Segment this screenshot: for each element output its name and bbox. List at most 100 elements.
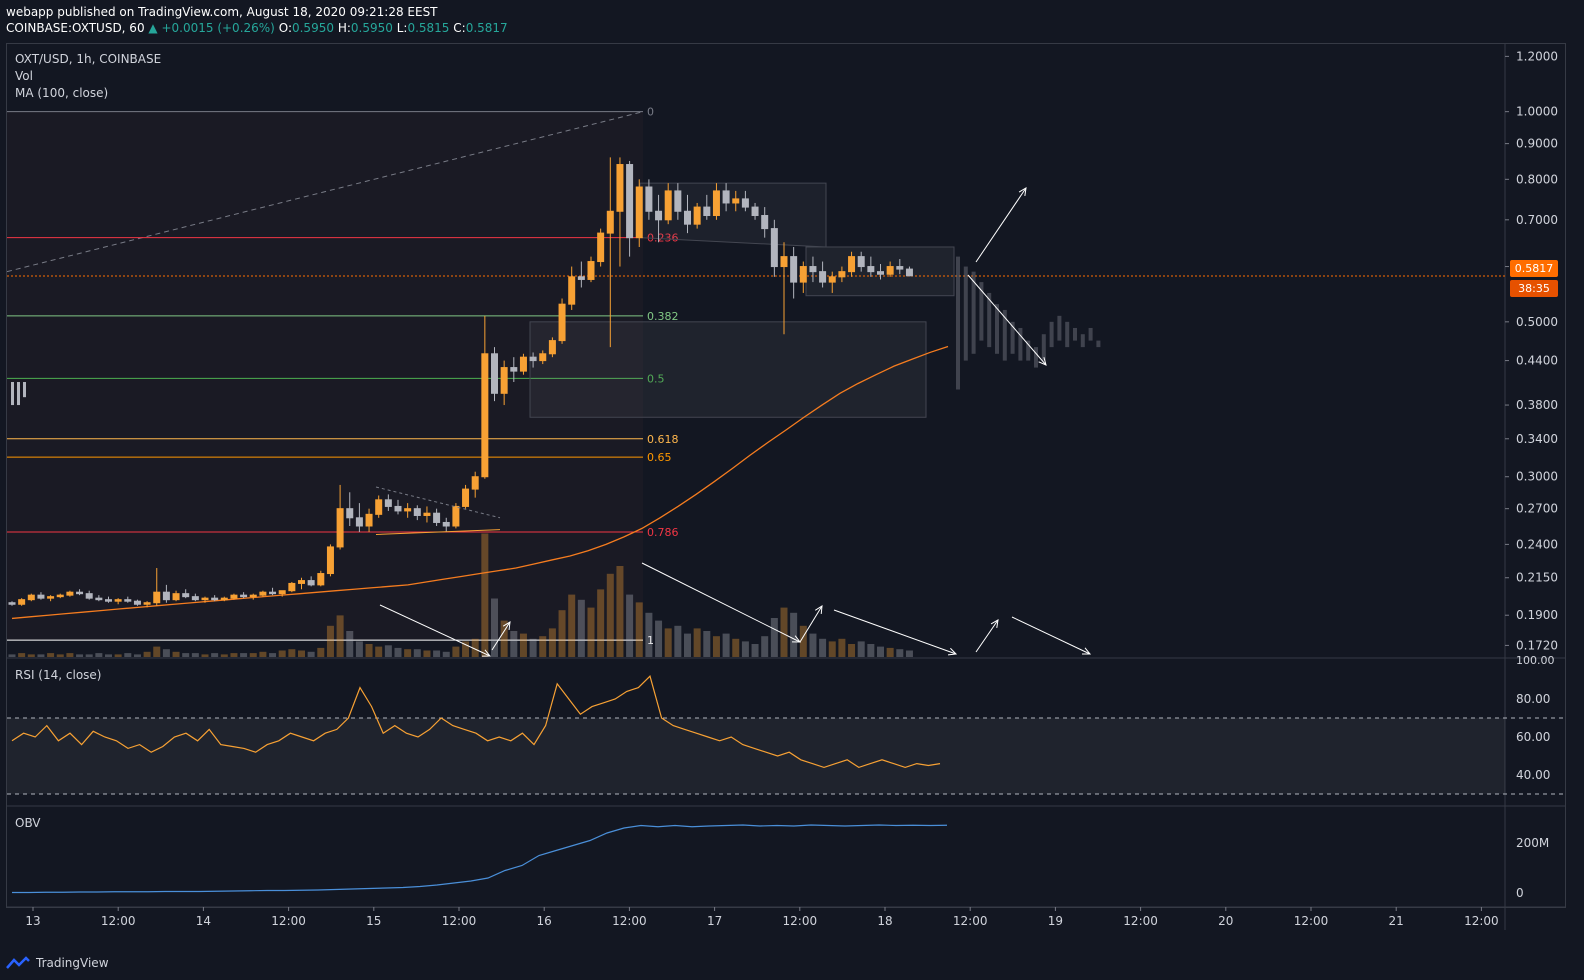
- time-tick-label: 17: [707, 914, 722, 928]
- annotation-arrow: [975, 187, 1027, 263]
- edge-candle: [23, 382, 26, 398]
- candle-body: [693, 206, 701, 225]
- volume-bar: [37, 654, 45, 657]
- tradingview-logo-icon: [6, 956, 30, 969]
- time-tick-label: 12:00: [1294, 914, 1329, 928]
- candle-body: [269, 591, 277, 595]
- annotation-arrowhead: [481, 649, 492, 657]
- candle-body: [288, 582, 296, 592]
- volume-bar: [56, 654, 64, 657]
- vol-legend: Vol: [15, 69, 33, 83]
- ma-line: [11, 345, 949, 620]
- open-label: O:: [278, 21, 292, 35]
- candle-body: [684, 210, 691, 225]
- volume-bar: [626, 594, 634, 657]
- candle-body: [491, 353, 498, 394]
- candle-body: [172, 593, 180, 601]
- time-tick-label: 12:00: [783, 914, 818, 928]
- projection-bar: [1002, 309, 1007, 361]
- candle-body: [635, 186, 643, 239]
- low-label: L:: [396, 21, 408, 35]
- fib-trendline: [6, 111, 644, 273]
- time-tick-label: 12:00: [1464, 914, 1499, 928]
- candle-body: [577, 276, 585, 280]
- last-price-tag: 0.5817: [1510, 260, 1558, 277]
- annotation-arrowhead: [947, 647, 958, 656]
- edge-candle: [11, 382, 14, 406]
- price-tick-label: 1.0000: [1516, 105, 1558, 119]
- candle-body: [384, 499, 392, 507]
- price-tick-label: 0.5000: [1516, 315, 1558, 329]
- candle-body: [751, 206, 759, 217]
- triangle-line: [375, 529, 501, 535]
- volume-bar: [790, 612, 798, 657]
- candle-body: [471, 476, 479, 490]
- candle-body: [780, 256, 788, 268]
- price-tick-label: 0.2400: [1516, 537, 1558, 551]
- volume-bar: [317, 647, 325, 657]
- annotation-arrowhead: [502, 621, 511, 631]
- volume-bar: [548, 628, 556, 657]
- projection-bar: [1065, 321, 1070, 348]
- candle-body: [298, 580, 305, 584]
- projection-bar: [1080, 334, 1085, 348]
- volume-bar: [905, 650, 913, 657]
- candle-body: [433, 512, 441, 523]
- volume-bar: [558, 610, 566, 657]
- volume-bar: [95, 653, 103, 657]
- candle-body: [404, 508, 412, 512]
- chart-header: webapp published on TradingView.com, Aug…: [6, 4, 508, 36]
- volume-bar: [577, 599, 585, 657]
- volume-bar: [240, 653, 248, 657]
- volume-bar: [288, 649, 296, 657]
- time-tick-label: 19: [1048, 914, 1063, 928]
- candle-body: [452, 505, 460, 527]
- symbol-line: COINBASE:OXTUSD, 60 ▲ +0.0015 (+0.26%) O…: [6, 20, 508, 36]
- time-tick-label: 14: [196, 914, 211, 928]
- candle-body: [143, 602, 151, 605]
- price-tick-label: 0.8000: [1516, 172, 1558, 186]
- candle-body: [114, 599, 122, 602]
- candle-body: [182, 593, 190, 598]
- volume-bar: [761, 636, 769, 657]
- volume-bar: [655, 620, 663, 657]
- time-tick-label: 18: [877, 914, 892, 928]
- volume-bar: [211, 653, 219, 657]
- volume-bar: [886, 647, 894, 657]
- price-tick-label: 0.3800: [1516, 398, 1558, 412]
- volume-bar: [191, 653, 199, 657]
- volume-bar: [365, 644, 373, 657]
- candle-body: [587, 261, 595, 280]
- time-tick-label: 12:00: [953, 914, 988, 928]
- projection-bar: [1096, 340, 1101, 348]
- fib-zone: [7, 111, 643, 641]
- volume-bar: [510, 631, 518, 657]
- volume-bar: [346, 631, 354, 657]
- publisher-line: webapp published on TradingView.com, Aug…: [6, 5, 438, 19]
- volume-bar: [133, 654, 141, 657]
- volume-bar: [867, 644, 875, 657]
- volume-bar: [172, 651, 180, 657]
- projection-bar: [1010, 321, 1015, 354]
- candle-body: [674, 190, 682, 212]
- candle-body: [211, 597, 219, 601]
- tradingview-logo[interactable]: TradingView: [6, 956, 109, 970]
- volume-bar: [741, 641, 749, 657]
- rsi-legend: RSI (14, close): [15, 668, 102, 682]
- main-legend: OXT/USD, 1h, COINBASE Vol MA (100, close…: [15, 51, 161, 102]
- volume-bar: [491, 598, 498, 657]
- price-tick-label: 0.1900: [1516, 608, 1558, 622]
- volume-bar: [326, 625, 334, 657]
- volume-bar: [66, 653, 74, 657]
- candle-body: [462, 488, 470, 507]
- candle-body: [568, 276, 576, 305]
- volume-bar: [568, 594, 576, 657]
- volume-bar: [8, 654, 16, 657]
- candle-body: [905, 268, 913, 277]
- projection-bar: [1057, 315, 1062, 341]
- volume-bar: [18, 653, 26, 657]
- volume-bar: [780, 607, 788, 657]
- annotation-arrowhead: [1038, 357, 1047, 366]
- volume-bar: [606, 573, 614, 657]
